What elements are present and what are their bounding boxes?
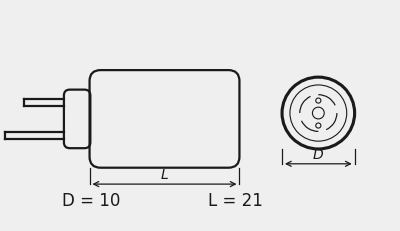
Text: L: L	[161, 167, 168, 181]
Text: L = 21: L = 21	[208, 191, 263, 209]
Text: D = 10: D = 10	[62, 191, 120, 209]
Text: D: D	[313, 147, 324, 161]
